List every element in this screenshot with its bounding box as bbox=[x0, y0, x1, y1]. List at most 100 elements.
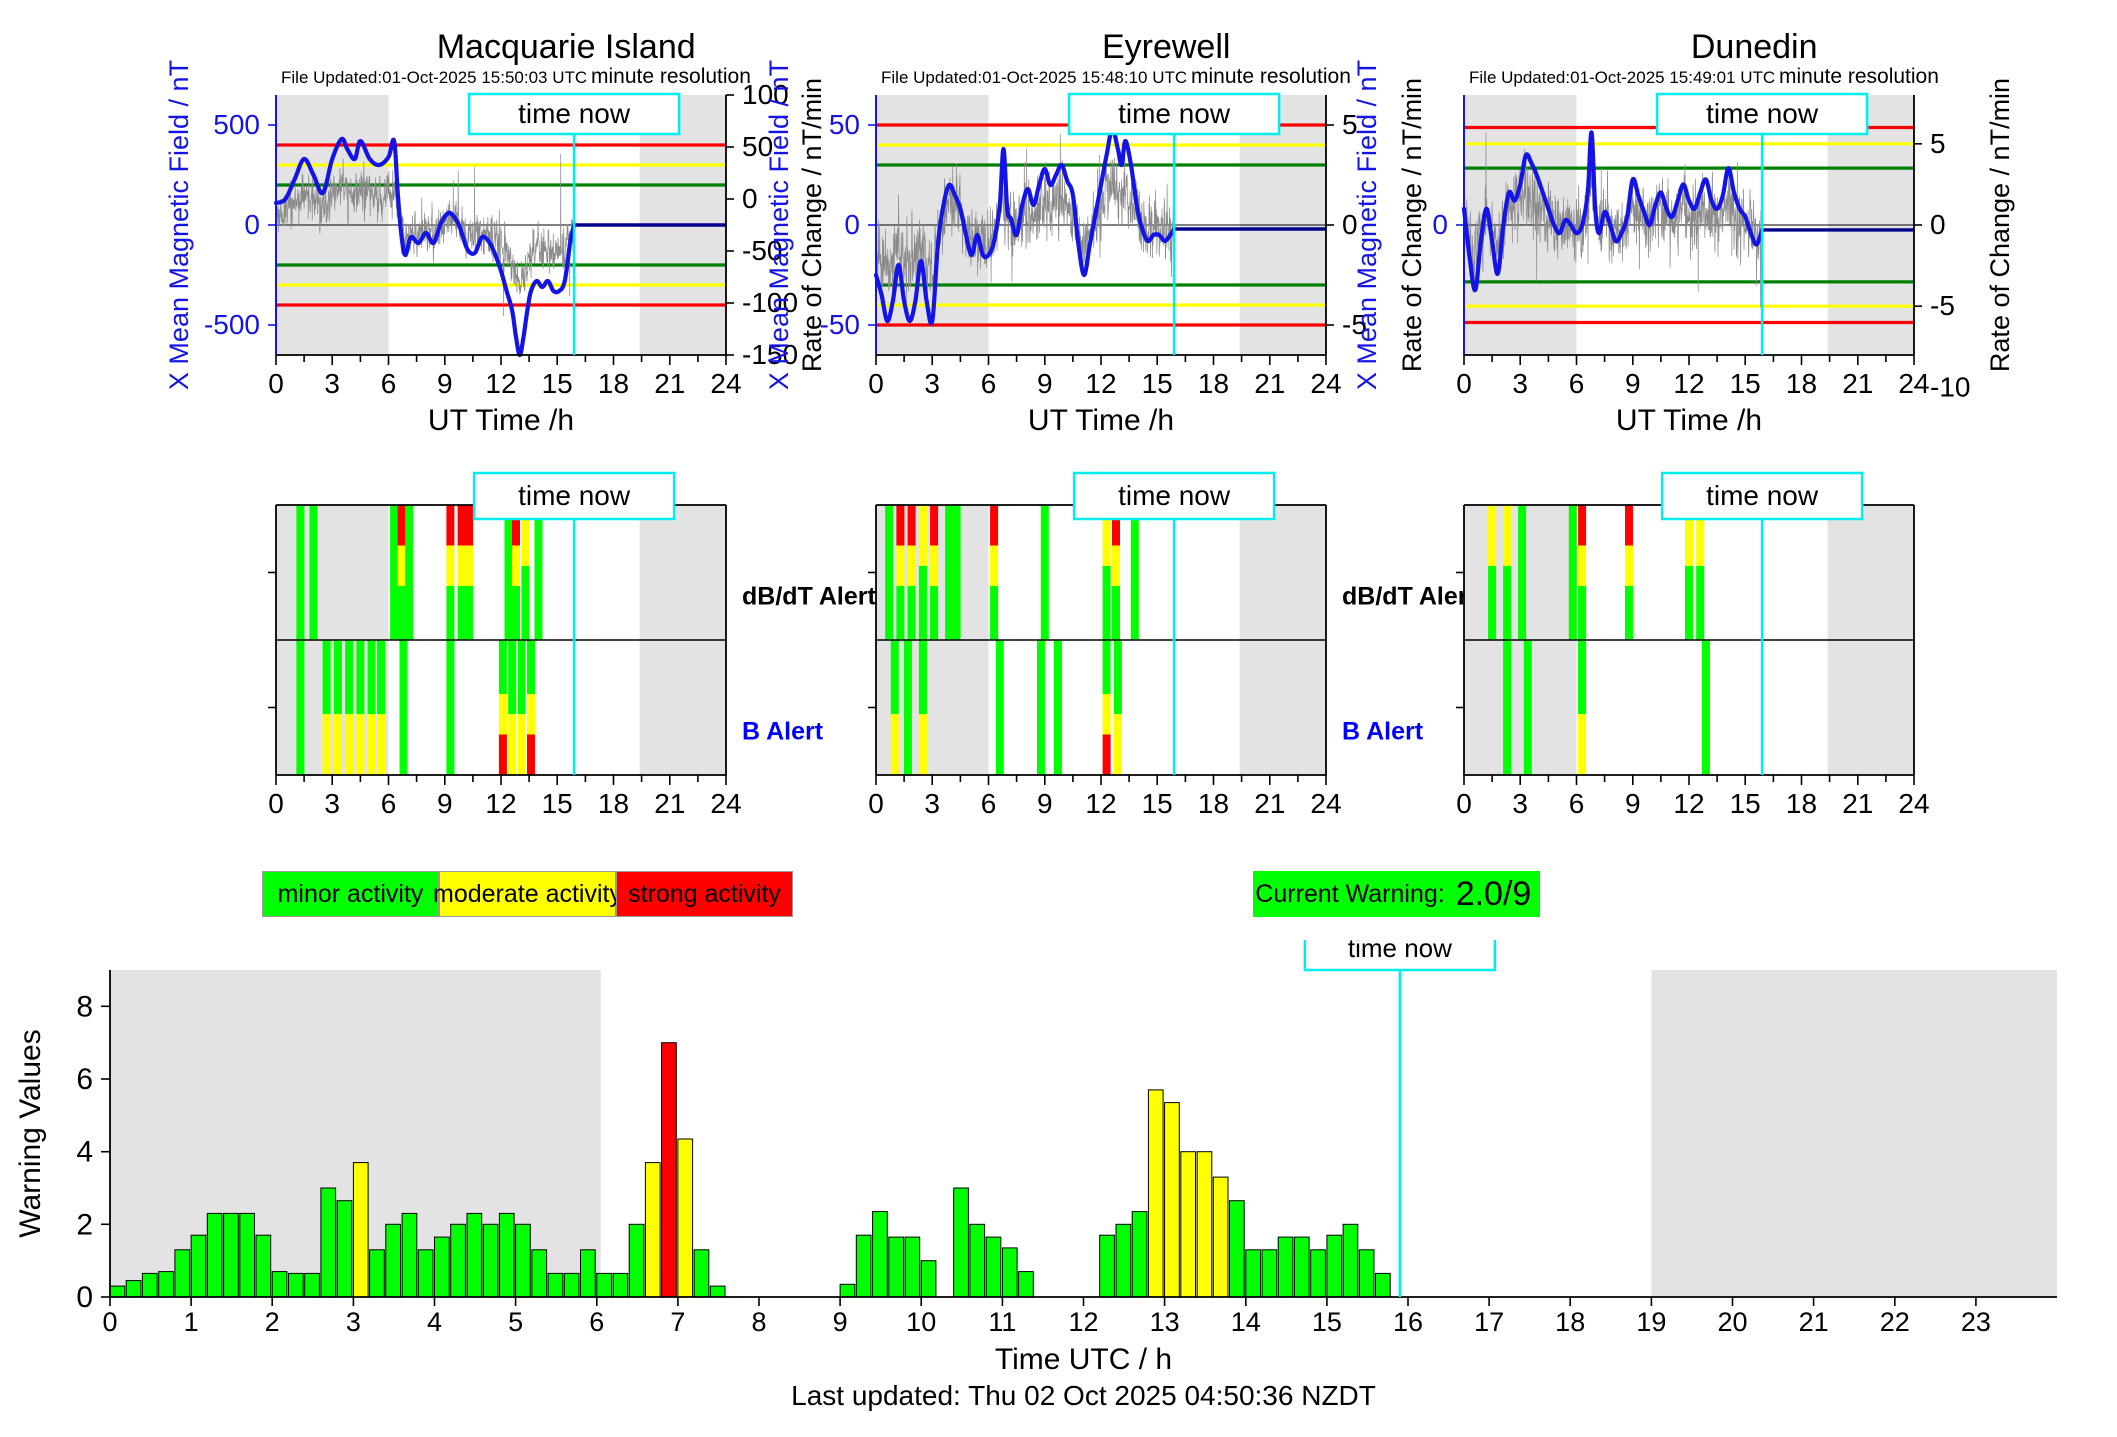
svg-text:17: 17 bbox=[1474, 1307, 1504, 1337]
svg-text:0: 0 bbox=[868, 368, 884, 399]
svg-text:0: 0 bbox=[868, 788, 884, 819]
svg-text:0: 0 bbox=[76, 1281, 93, 1314]
svg-text:5: 5 bbox=[508, 1307, 523, 1337]
svg-text:3: 3 bbox=[1512, 788, 1528, 819]
svg-text:21: 21 bbox=[1254, 368, 1285, 399]
svg-text:15: 15 bbox=[1730, 788, 1761, 819]
svg-text:time now: time now bbox=[518, 480, 631, 511]
svg-text:12: 12 bbox=[1673, 368, 1704, 399]
svg-text:9: 9 bbox=[1625, 788, 1641, 819]
svg-text:15: 15 bbox=[1312, 1307, 1342, 1337]
svg-text:Rate of Change / nT/min: Rate of Change / nT/min bbox=[1985, 78, 2015, 372]
svg-text:20: 20 bbox=[1717, 1307, 1747, 1337]
svg-text:8: 8 bbox=[751, 1307, 766, 1337]
svg-text:18: 18 bbox=[1555, 1307, 1585, 1337]
svg-text:15: 15 bbox=[1142, 788, 1173, 819]
svg-text:15: 15 bbox=[1142, 368, 1173, 399]
svg-text:24: 24 bbox=[1310, 788, 1341, 819]
svg-text:18: 18 bbox=[1786, 788, 1817, 819]
svg-text:3: 3 bbox=[346, 1307, 361, 1337]
svg-text:X Mean Magnetic Field / nT: X Mean Magnetic Field / nT bbox=[164, 60, 194, 390]
svg-text:minute resolution: minute resolution bbox=[1779, 65, 1939, 88]
svg-text:15: 15 bbox=[542, 788, 573, 819]
svg-text:6: 6 bbox=[589, 1307, 604, 1337]
svg-text:3: 3 bbox=[1512, 368, 1528, 399]
svg-text:21: 21 bbox=[1842, 368, 1873, 399]
svg-text:0: 0 bbox=[102, 1307, 117, 1337]
svg-text:24: 24 bbox=[1898, 788, 1929, 819]
svg-text:0: 0 bbox=[1930, 209, 1946, 240]
svg-text:0: 0 bbox=[1456, 788, 1472, 819]
svg-text:time now: time now bbox=[1118, 98, 1231, 129]
svg-text:8: 8 bbox=[76, 990, 93, 1023]
svg-text:18: 18 bbox=[1198, 788, 1229, 819]
svg-text:time now: time now bbox=[1706, 480, 1819, 511]
svg-text:16: 16 bbox=[1393, 1307, 1423, 1337]
svg-text:6: 6 bbox=[381, 788, 397, 819]
svg-text:File Updated:01-Oct-2025 15:48: File Updated:01-Oct-2025 15:48:10 UTC bbox=[881, 68, 1187, 87]
svg-text:Macquarie Island: Macquarie Island bbox=[437, 28, 696, 66]
svg-text:6: 6 bbox=[381, 368, 397, 399]
svg-text:21: 21 bbox=[1799, 1307, 1829, 1337]
svg-text:22: 22 bbox=[1880, 1307, 1910, 1337]
svg-text:12: 12 bbox=[485, 788, 516, 819]
svg-text:0: 0 bbox=[268, 788, 284, 819]
svg-text:File Updated:01-Oct-2025 15:49: File Updated:01-Oct-2025 15:49:01 UTC bbox=[1469, 68, 1775, 87]
svg-text:time now: time now bbox=[1348, 940, 1452, 963]
svg-text:-10: -10 bbox=[1930, 372, 1970, 403]
svg-text:7: 7 bbox=[670, 1307, 685, 1337]
svg-text:-50: -50 bbox=[820, 309, 860, 340]
svg-text:File Updated:01-Oct-2025 15:50: File Updated:01-Oct-2025 15:50:03 UTC bbox=[281, 68, 587, 87]
svg-text:9: 9 bbox=[437, 368, 453, 399]
svg-text:23: 23 bbox=[1961, 1307, 1991, 1337]
svg-text:Dunedin: Dunedin bbox=[1691, 28, 1818, 66]
svg-text:Eyrewell: Eyrewell bbox=[1102, 28, 1230, 66]
svg-text:21: 21 bbox=[1254, 788, 1285, 819]
svg-text:X Mean Magnetic Field / nT: X Mean Magnetic Field / nT bbox=[764, 60, 794, 390]
svg-text:18: 18 bbox=[1786, 368, 1817, 399]
svg-text:3: 3 bbox=[324, 788, 340, 819]
svg-text:5: 5 bbox=[1930, 128, 1946, 159]
svg-text:Time UTC / h: Time UTC / h bbox=[995, 1343, 1172, 1376]
svg-text:15: 15 bbox=[542, 368, 573, 399]
svg-text:12: 12 bbox=[485, 368, 516, 399]
svg-text:13: 13 bbox=[1150, 1307, 1180, 1337]
svg-text:12: 12 bbox=[1085, 788, 1116, 819]
svg-text:4: 4 bbox=[427, 1307, 442, 1337]
svg-text:0: 0 bbox=[1456, 368, 1472, 399]
svg-text:12: 12 bbox=[1068, 1307, 1098, 1337]
svg-text:9: 9 bbox=[1037, 368, 1053, 399]
svg-text:21: 21 bbox=[654, 788, 685, 819]
svg-text:6: 6 bbox=[981, 368, 997, 399]
svg-text:19: 19 bbox=[1636, 1307, 1666, 1337]
svg-text:6: 6 bbox=[981, 788, 997, 819]
svg-text:9: 9 bbox=[833, 1307, 848, 1337]
svg-text:0: 0 bbox=[268, 368, 284, 399]
svg-text:minute resolution: minute resolution bbox=[591, 65, 751, 88]
svg-text:time now: time now bbox=[1706, 98, 1819, 129]
svg-text:24: 24 bbox=[1898, 368, 1929, 399]
svg-text:minute resolution: minute resolution bbox=[1191, 65, 1351, 88]
svg-text:18: 18 bbox=[1198, 368, 1229, 399]
svg-text:Warning Values: Warning Values bbox=[14, 1029, 47, 1237]
svg-text:24: 24 bbox=[710, 368, 741, 399]
svg-text:12: 12 bbox=[1673, 788, 1704, 819]
svg-text:3: 3 bbox=[324, 368, 340, 399]
svg-text:6: 6 bbox=[1569, 788, 1585, 819]
svg-text:14: 14 bbox=[1231, 1307, 1261, 1337]
svg-text:50: 50 bbox=[829, 109, 860, 140]
svg-text:6: 6 bbox=[76, 1063, 93, 1096]
svg-text:-500: -500 bbox=[204, 309, 260, 340]
svg-text:1: 1 bbox=[184, 1307, 199, 1337]
svg-text:9: 9 bbox=[437, 788, 453, 819]
svg-text:11: 11 bbox=[988, 1307, 1016, 1337]
svg-text:2: 2 bbox=[76, 1208, 93, 1241]
svg-text:500: 500 bbox=[213, 109, 260, 140]
svg-text:UT Time /h: UT Time /h bbox=[1028, 404, 1174, 437]
svg-text:18: 18 bbox=[598, 788, 629, 819]
svg-text:4: 4 bbox=[76, 1136, 93, 1169]
svg-text:3: 3 bbox=[924, 368, 940, 399]
svg-text:21: 21 bbox=[654, 368, 685, 399]
svg-text:0: 0 bbox=[244, 209, 260, 240]
svg-text:2: 2 bbox=[265, 1307, 280, 1337]
